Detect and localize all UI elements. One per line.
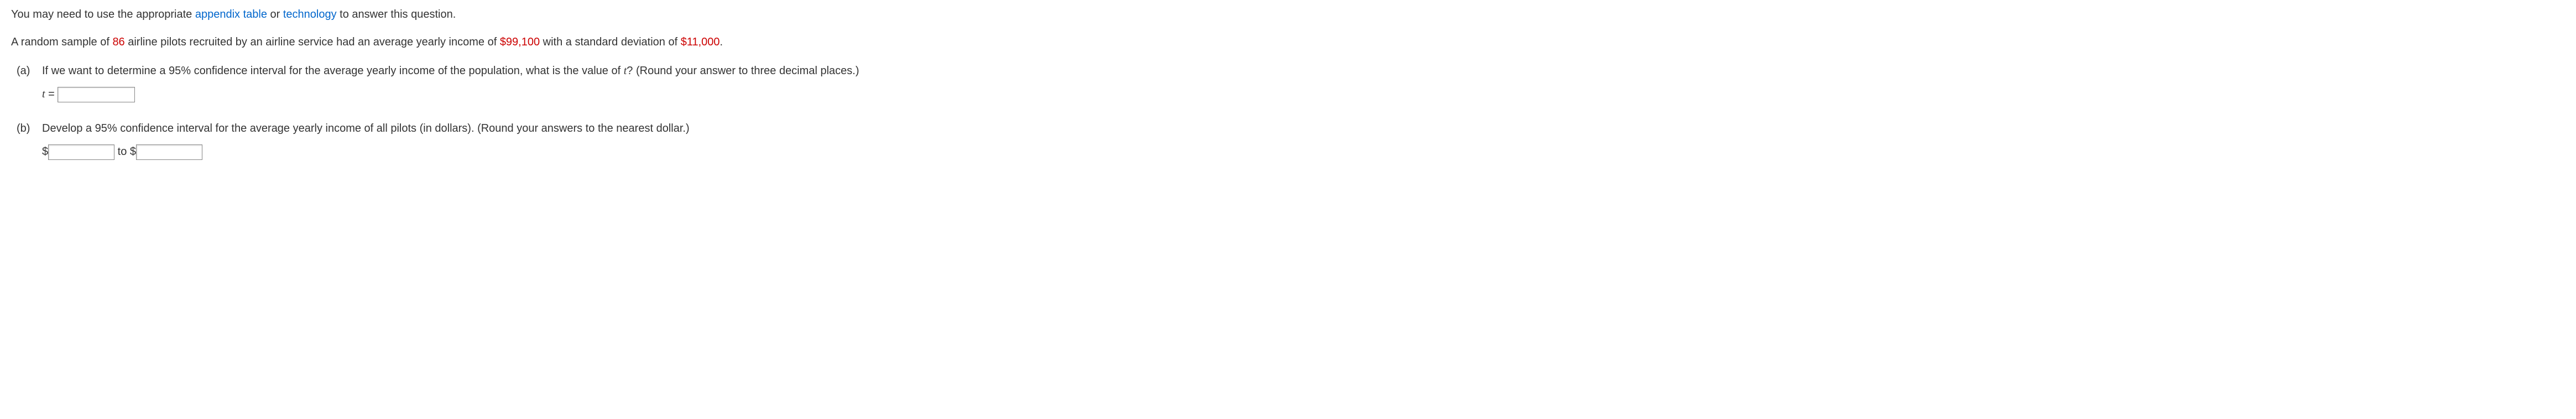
prompt-p1: A random sample of bbox=[11, 36, 112, 48]
sample-sd: $11,000 bbox=[681, 36, 720, 48]
qa-text-pre: If we want to determine a 95% confidence… bbox=[42, 65, 624, 77]
question-b: (b) Develop a 95% confidence interval fo… bbox=[17, 120, 2565, 161]
hint-line: You may need to use the appropriate appe… bbox=[11, 6, 2565, 23]
t-eq-sign: = bbox=[45, 88, 58, 100]
part-b-answer-line: $ to $ bbox=[42, 143, 2565, 161]
part-b-text: Develop a 95% confidence interval for th… bbox=[42, 120, 2565, 137]
question-a: (a) If we want to determine a 95% confid… bbox=[17, 62, 2565, 103]
prompt-p4: . bbox=[720, 36, 723, 48]
hint-pre: You may need to use the appropriate bbox=[11, 8, 195, 20]
hint-mid: or bbox=[267, 8, 283, 20]
sample-size: 86 bbox=[112, 36, 124, 48]
part-a-answer-line: t = bbox=[42, 85, 2565, 103]
problem-prompt: A random sample of 86 airline pilots rec… bbox=[11, 33, 2565, 51]
part-b-label: (b) bbox=[17, 120, 42, 137]
technology-link[interactable]: technology bbox=[283, 8, 337, 20]
dollar-sign-lower: $ bbox=[42, 146, 48, 158]
t-value-input[interactable] bbox=[58, 87, 135, 102]
part-a-text: If we want to determine a 95% confidence… bbox=[42, 62, 2565, 80]
to-text: to $ bbox=[114, 146, 136, 158]
ci-lower-input[interactable] bbox=[48, 144, 114, 160]
part-a-label: (a) bbox=[17, 62, 42, 80]
sample-mean: $99,100 bbox=[500, 36, 540, 48]
appendix-table-link[interactable]: appendix table bbox=[195, 8, 267, 20]
prompt-p2: airline pilots recruited by an airline s… bbox=[125, 36, 500, 48]
ci-upper-input[interactable] bbox=[136, 144, 202, 160]
prompt-p3: with a standard deviation of bbox=[540, 36, 681, 48]
qa-text-post: ? (Round your answer to three decimal pl… bbox=[627, 65, 859, 77]
hint-post: to answer this question. bbox=[337, 8, 456, 20]
